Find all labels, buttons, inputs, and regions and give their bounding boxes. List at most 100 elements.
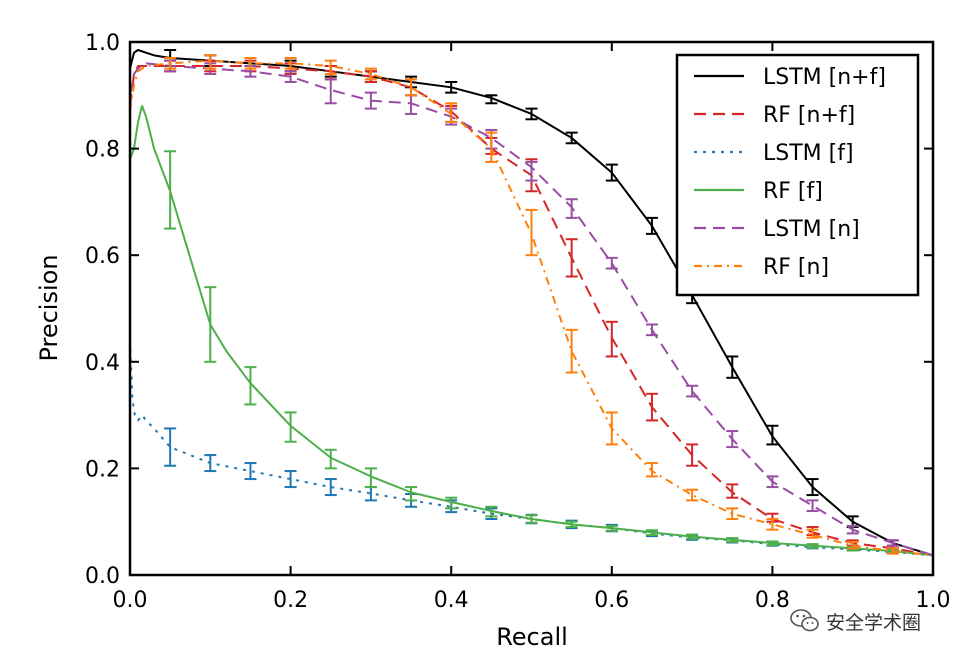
y-tick-labels: 0.0 0.2 0.4 0.6 0.8 1.0 [85, 31, 120, 589]
error-bar [164, 427, 177, 467]
error-bar [766, 518, 779, 531]
error-bar [164, 56, 177, 70]
error-bar [364, 91, 377, 110]
legend-item: LSTM [n+f] [694, 65, 886, 90]
y-tick-label: 0.0 [85, 564, 120, 589]
error-bar [846, 540, 859, 550]
error-bar [485, 131, 498, 163]
x-tick-label: 0.2 [273, 588, 308, 613]
series-6 [129, 54, 934, 557]
legend-item: RF [n+f] [694, 103, 855, 128]
ticks-layer [129, 41, 934, 576]
error-bar [645, 462, 658, 478]
error-bar [284, 470, 297, 489]
error-bar [204, 454, 217, 473]
y-tick-label: 0.4 [85, 351, 120, 376]
error-bar [485, 505, 498, 518]
error-bar [806, 528, 819, 539]
error-bar [686, 384, 699, 398]
legend-box [675, 53, 920, 297]
error-bar [766, 424, 779, 446]
error-bar [605, 320, 618, 358]
error-bar [645, 323, 658, 337]
error-bar [846, 524, 859, 535]
error-bar [565, 198, 578, 219]
error-bar [766, 475, 779, 489]
error-bar [284, 70, 297, 83]
legend-item: RF [f] [694, 179, 823, 204]
error-bar [445, 80, 458, 94]
wechat-icon [790, 609, 819, 632]
watermark: 安全学术圈 [790, 604, 950, 638]
series-line [129, 64, 934, 557]
y-tick-label: 0.2 [85, 457, 120, 482]
error-bar [686, 488, 699, 502]
error-bar [485, 94, 498, 105]
x-axis-label: Recall [496, 623, 568, 651]
error-bar [645, 529, 658, 537]
legend-label: LSTM [n] [763, 217, 860, 242]
error-bar [605, 524, 618, 532]
error-bar [565, 328, 578, 374]
x-tick-label: 0.6 [594, 588, 629, 613]
error-bar [806, 478, 819, 497]
error-bar [445, 102, 458, 123]
error-bar [645, 392, 658, 422]
error-bar [726, 507, 739, 521]
error-bar [726, 537, 739, 543]
error-bar [565, 131, 578, 145]
legend-label: LSTM [f] [763, 141, 854, 166]
legend-label: RF [n] [763, 255, 829, 280]
error-bar [525, 208, 538, 257]
x-tick-label: 0.4 [434, 588, 469, 613]
y-axis-label: Precision [35, 254, 63, 361]
error-bar [364, 67, 377, 81]
legend: LSTM [n+f] RF [n+f] LSTM [f] RF [f] LSTM [n]… [675, 53, 920, 297]
y-tick-label: 0.6 [85, 244, 120, 269]
error-bar [806, 499, 819, 513]
error-bar [244, 462, 257, 481]
error-bar [726, 355, 739, 379]
y-tick-label: 1.0 [85, 31, 120, 56]
legend-item: RF [n] [694, 255, 829, 280]
error-bar [204, 54, 217, 70]
legend-label: LSTM [n+f] [763, 65, 886, 90]
error-bar [244, 366, 257, 406]
error-bar [605, 411, 618, 446]
error-bar [324, 448, 337, 470]
series-layer [129, 48, 934, 557]
error-bar [886, 539, 899, 547]
legend-label: RF [n+f] [763, 103, 855, 128]
error-bar [605, 163, 618, 182]
x-tick-labels: 0.0 0.2 0.4 0.6 0.8 1.0 [113, 588, 951, 613]
error-bar [324, 59, 337, 75]
error-bar [445, 496, 458, 510]
error-bar [726, 483, 739, 499]
series-line [129, 62, 934, 557]
error-bar [324, 478, 337, 497]
error-bar [364, 467, 377, 489]
error-bar [405, 78, 418, 97]
error-bar [364, 486, 377, 502]
error-bar [565, 238, 578, 278]
series-line [129, 104, 934, 557]
error-bar [525, 514, 538, 524]
x-tick-label: 0.0 [113, 588, 148, 613]
legend-item: LSTM [f] [694, 141, 854, 166]
error-bar [244, 56, 257, 70]
x-tick-label: 0.8 [755, 588, 790, 613]
error-bar [565, 520, 578, 529]
error-bar [284, 56, 297, 70]
error-bar [324, 78, 337, 105]
error-bar [645, 216, 658, 235]
error-bar [525, 107, 538, 121]
error-bar [204, 286, 217, 363]
error-bar [405, 486, 418, 502]
watermark-text: 安全学术圈 [826, 611, 922, 634]
series-line [129, 59, 934, 557]
error-bar [164, 150, 177, 230]
error-bar [605, 256, 618, 270]
error-bar [686, 443, 699, 467]
x-tick-label: 1.0 [916, 588, 951, 613]
